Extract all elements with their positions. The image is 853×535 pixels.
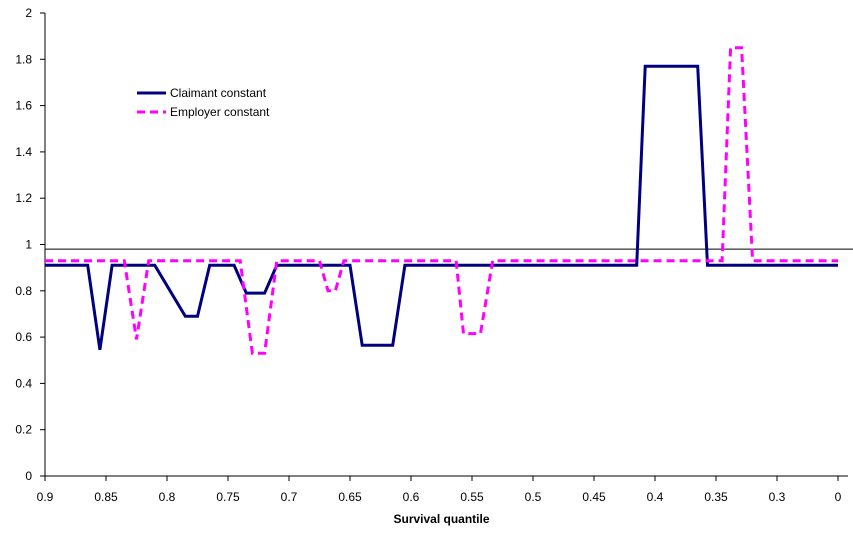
plot-frame	[44, 13, 848, 477]
y-tick-label: 1	[25, 238, 32, 252]
x-tick-label: 0.8	[159, 490, 176, 504]
y-tick-label: 0.6	[15, 330, 32, 344]
x-tick-label: 0.6	[403, 490, 420, 504]
legend-label: Employer constant	[170, 105, 270, 119]
y-tick-label: 0	[25, 469, 32, 483]
series-line-employer-constant	[45, 46, 838, 355]
series-layer	[45, 46, 838, 355]
x-tick-label: 0.4	[647, 490, 664, 504]
x-axis: 0.9 0.85 0.8 0.75 0.7 0.65 0.6 0.55 0.5 0.45 0.4 0.…	[37, 476, 842, 504]
x-tick-label: 0.65	[338, 490, 362, 504]
y-tick-label: 0.2	[15, 423, 32, 437]
x-tick-label: 0.7	[281, 490, 298, 504]
series-line-claimant-constant	[45, 64, 838, 351]
y-tick-label: 0.4	[15, 376, 32, 390]
x-tick-label: 0.5	[525, 490, 542, 504]
legend-label: Claimant constant	[170, 86, 267, 100]
x-tick-label: 0.75	[216, 490, 240, 504]
y-tick-label: 0.8	[15, 284, 32, 298]
y-axis: 0 0.2 0.4 0.6 0.8 1 1.2 1.4 1.6 1.8 2	[15, 6, 45, 483]
x-tick-label: 0.55	[460, 490, 484, 504]
x-axis-title: Survival quantile	[393, 512, 489, 526]
x-tick-label: 0.85	[94, 490, 118, 504]
x-tick-label: 0	[835, 490, 842, 504]
y-tick-label: 1.2	[15, 191, 32, 205]
x-tick-label: 0.9	[37, 490, 54, 504]
y-tick-label: 1.4	[15, 145, 32, 159]
y-tick-label: 2	[25, 6, 32, 20]
x-tick-label: 0.3	[769, 490, 786, 504]
x-tick-label: 0.45	[582, 490, 606, 504]
legend: Claimant constant Employer constant	[137, 86, 270, 119]
y-tick-label: 1.6	[15, 99, 32, 113]
x-tick-label: 0.35	[704, 490, 728, 504]
y-tick-label: 1.8	[15, 52, 32, 66]
